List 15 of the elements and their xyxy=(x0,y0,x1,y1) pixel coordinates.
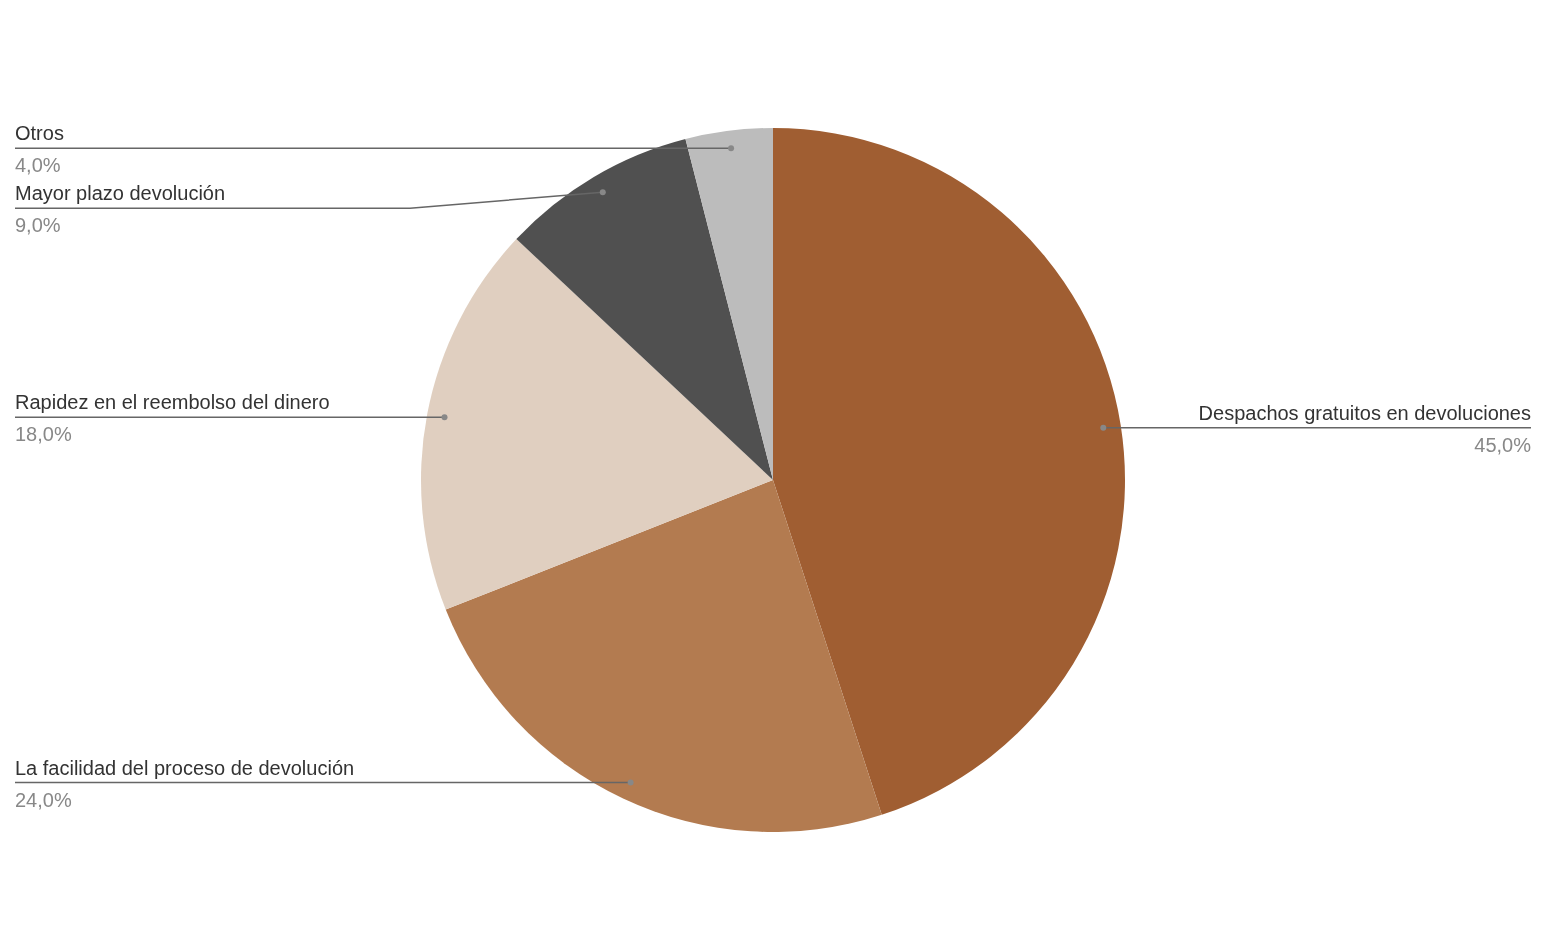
pie-slice xyxy=(685,128,773,480)
slice-label: La facilidad del proceso de devolución xyxy=(15,756,355,779)
pie-slice xyxy=(445,480,882,832)
slice-label: Rapidez en el reembolso del dinero xyxy=(15,391,330,414)
data-label: 9,0% xyxy=(15,214,61,237)
pie-slice xyxy=(421,239,773,610)
pie-slice xyxy=(516,139,773,480)
data-label: 45,0% xyxy=(1474,433,1532,456)
slice-label: Otros xyxy=(15,122,64,145)
slice-label: Despachos gratuitos en devoluciones xyxy=(1198,401,1531,424)
data-label: 4,0% xyxy=(15,154,61,177)
data-label: 24,0% xyxy=(15,788,72,811)
data-label: 18,0% xyxy=(15,423,72,446)
pie-slice xyxy=(773,128,1125,815)
slice-label: Mayor plazo devolución xyxy=(15,182,226,205)
